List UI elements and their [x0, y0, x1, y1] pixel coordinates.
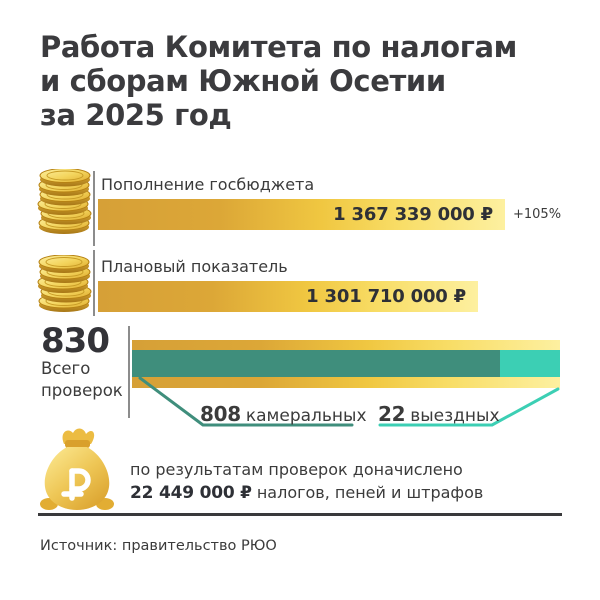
money-bag-icon: [38, 427, 116, 513]
charges-rest: налогов, пеней и штрафов: [256, 483, 484, 502]
field-label: 22 выездных: [378, 402, 500, 426]
divider-line-1: [93, 171, 95, 246]
charges-line2: 22 449 000 ₽ налогов, пеней и штрафов: [130, 481, 483, 505]
bar1-gold-bar: 1 367 339 000 ₽: [98, 199, 505, 230]
inspections-total-number: 830: [41, 321, 110, 361]
field-count: 22: [378, 402, 406, 426]
bar2-value: 1 301 710 000 ₽: [306, 286, 466, 307]
coin-stack-icon: [36, 169, 92, 235]
inspections-field-segment: [500, 350, 560, 377]
cameral-label: 808 камеральных: [200, 402, 367, 426]
title-line-3: за 2025 год: [40, 98, 232, 132]
field-text: выездных: [410, 406, 500, 426]
title-line-1: Работа Комитета по налогам: [40, 30, 517, 64]
inspections-cameral-segment: [132, 350, 500, 377]
divider-line-2: [93, 250, 95, 316]
source-caption: Источник: правительство РЮО: [40, 538, 277, 554]
bar1-change-percent: +105%: [513, 207, 562, 222]
charges-result-text: по результатам проверок доначислено 22 4…: [130, 458, 483, 505]
cameral-count: 808: [200, 402, 241, 426]
ruble-sign: [61, 468, 91, 501]
title-line-2: и сборам Южной Осетии: [40, 64, 446, 98]
cameral-text: камеральных: [245, 406, 367, 426]
bar2-label: Плановый показатель: [101, 257, 288, 276]
footer-divider: [38, 513, 562, 516]
inspections-caption-line2: проверок: [41, 381, 123, 400]
bar1-label: Пополнение госбюджета: [101, 175, 315, 194]
charges-amount: 22 449 000 ₽: [130, 483, 252, 503]
coin-stack-icon: [36, 255, 92, 313]
inspections-total-caption: Всего проверок: [41, 358, 123, 402]
bar2-gold-bar: 1 301 710 000 ₽: [98, 281, 478, 312]
divider-line-3: [128, 326, 130, 418]
inspections-caption-line1: Всего: [41, 359, 91, 378]
inspections-total-bar: [132, 340, 560, 388]
bar1-value: 1 367 339 000 ₽: [333, 204, 493, 225]
page-title: Работа Комитета по налогам и сборам Южно…: [40, 30, 517, 132]
charges-line1: по результатам проверок доначислено: [130, 460, 463, 479]
